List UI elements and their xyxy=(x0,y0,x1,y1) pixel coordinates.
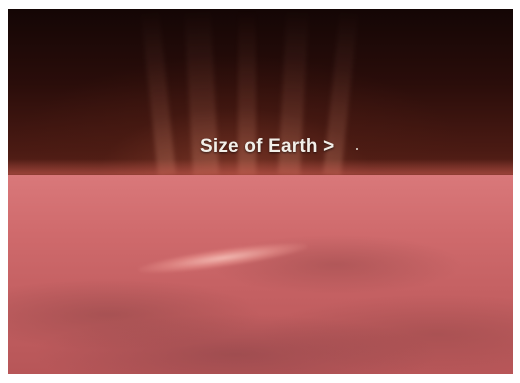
light-ray xyxy=(140,9,176,176)
dark-sky xyxy=(8,9,513,176)
video-frame xyxy=(8,9,513,374)
caption-text: Size of Earth > xyxy=(200,136,335,157)
solar-surface xyxy=(8,175,513,374)
caption-marker xyxy=(356,148,358,150)
light-ray xyxy=(238,9,256,175)
